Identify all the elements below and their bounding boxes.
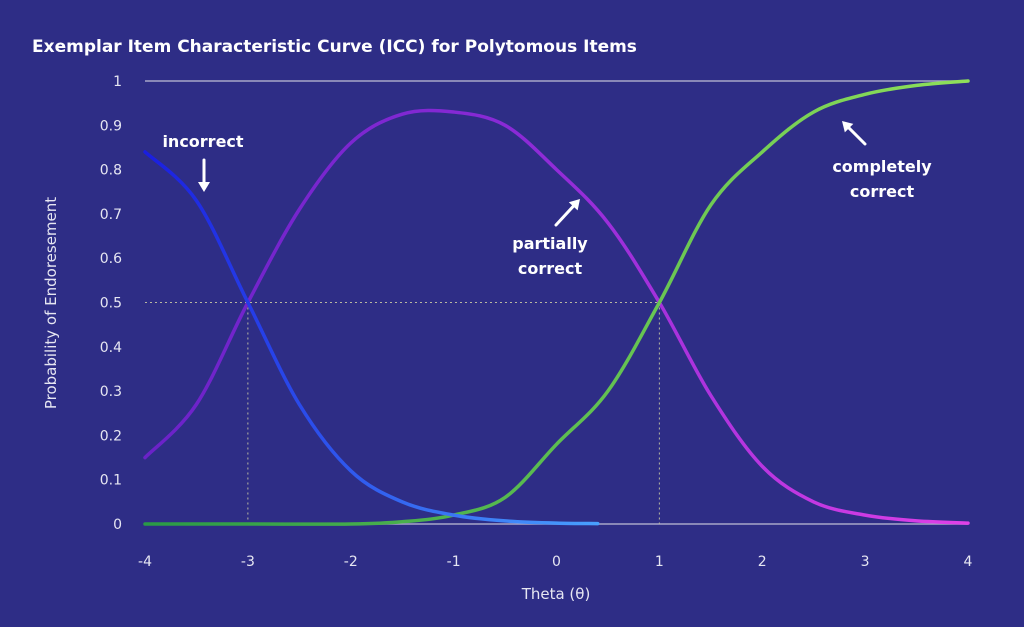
y-tick-label: 0.9 [100, 118, 122, 134]
x-tick-label: -1 [447, 554, 461, 570]
x-tick-label: 4 [964, 554, 973, 570]
x-tick-label: -3 [241, 554, 255, 570]
y-tick-label: 0.8 [100, 163, 122, 179]
x-axis-ticks: -4 -3 -2 -1 0 1 2 3 4 [138, 554, 973, 570]
arrow-head [842, 121, 854, 133]
x-tick-label: 2 [758, 554, 767, 570]
series-lines [143, 79, 970, 526]
annotation-label: correct [850, 182, 915, 201]
x-tick-label: 3 [861, 554, 870, 570]
x-tick-label: -2 [344, 554, 358, 570]
y-tick-label: 0.2 [100, 428, 122, 444]
y-tick-label: 1 [113, 74, 122, 90]
x-axis-label: Theta (θ) [521, 585, 591, 603]
x-tick-label: 0 [552, 554, 561, 570]
arrow-head [568, 199, 580, 211]
series-completely-correct-line [143, 79, 970, 526]
y-axis-ticks: 0 0.1 0.2 0.3 0.4 0.5 0.6 0.7 0.8 0.9 1 [100, 74, 122, 533]
arrow-head [198, 182, 210, 192]
annotation-label: correct [518, 259, 583, 278]
series-partially-correct-line [143, 108, 970, 525]
series-incorrect-line [143, 150, 600, 526]
y-tick-label: 0.4 [100, 340, 122, 356]
y-tick-label: 0.6 [100, 251, 122, 267]
annotation-label: incorrect [162, 132, 243, 151]
annotations: incorrect partially correct completely corre… [162, 121, 932, 278]
y-tick-label: 0.1 [100, 473, 122, 489]
x-tick-label: -4 [138, 554, 152, 570]
annotation-label: completely [832, 157, 932, 176]
chart-title: Exemplar Item Characteristic Curve (ICC)… [32, 37, 637, 57]
y-axis-label: Probability of Endoresement [42, 197, 60, 409]
annotation-arrow [845, 124, 867, 146]
reference-lines [145, 80, 968, 525]
y-tick-label: 0.5 [100, 296, 122, 312]
annotation-arrow [554, 202, 577, 227]
x-tick-label: 1 [655, 554, 664, 570]
y-tick-label: 0.7 [100, 207, 122, 223]
annotation-label: partially [512, 234, 588, 253]
y-tick-label: 0 [113, 517, 122, 533]
y-tick-label: 0.3 [100, 384, 122, 400]
